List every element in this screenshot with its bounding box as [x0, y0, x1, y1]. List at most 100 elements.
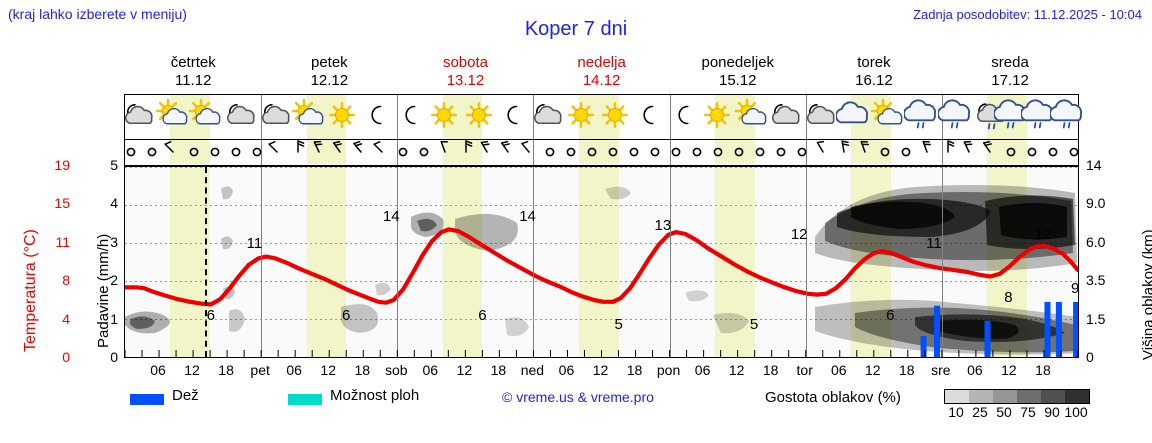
wind-barb	[286, 140, 310, 164]
day-name: sreda	[991, 54, 1029, 71]
location-hint: (kraj lahko izberete v meniju)	[8, 6, 187, 22]
wind-barb	[454, 140, 478, 164]
wind-barb	[811, 140, 835, 164]
day-separator	[397, 167, 399, 357]
weather-icon-moon	[495, 95, 529, 139]
wind-barb	[538, 140, 562, 164]
day-separator	[669, 140, 671, 165]
weather-icon-moon-cloud	[222, 95, 256, 139]
current-time-marker	[204, 167, 207, 357]
wind-barb	[203, 140, 227, 164]
wind-barb	[769, 140, 793, 164]
weather-icon-band	[124, 94, 1082, 140]
time-tick: ned	[520, 362, 545, 378]
wind-barb	[224, 140, 248, 164]
wind-barb	[433, 140, 457, 164]
wind-barb	[706, 140, 730, 164]
gridline	[125, 243, 1078, 244]
day-header-2: petek 12.12	[261, 54, 397, 90]
precipitation-tick: 1	[110, 310, 118, 327]
weather-icon-cloud-rain	[1049, 95, 1084, 139]
rain-legend-label: Dež	[172, 387, 199, 404]
temperature-value-label: 6	[341, 306, 351, 324]
wind-barb	[727, 140, 751, 164]
time-tick: 06	[558, 362, 575, 378]
time-tick: 18	[762, 362, 779, 378]
time-tick: 18	[354, 362, 371, 378]
cloud-height-tick: 9.0	[1086, 195, 1106, 212]
weather-icon-moon-cloud	[767, 95, 801, 139]
day-separator	[397, 140, 399, 165]
cloud-density-swatch	[1041, 390, 1065, 403]
daytime-band	[578, 140, 619, 164]
wind-barb	[832, 140, 856, 164]
wind-barb	[328, 140, 352, 164]
cloud-height-tick: 0	[1086, 349, 1094, 365]
wind-barb	[182, 140, 206, 164]
time-tick: 06	[422, 362, 439, 378]
cloud-density-swatch	[1017, 390, 1041, 403]
precipitation-axis-title: Padavine (mm/h)	[95, 233, 112, 348]
cloud-height-tick: 1.5	[1086, 310, 1106, 327]
wind-barb	[915, 140, 939, 164]
cloud-density-swatch	[993, 390, 1017, 403]
day-date: 15.12	[718, 72, 757, 89]
wind-barb	[957, 140, 981, 164]
cloud-density-tick: 90	[1044, 404, 1060, 420]
day-name: petek	[310, 54, 348, 71]
weather-icon-sun-cloud	[291, 95, 325, 139]
time-tick: 06	[694, 362, 711, 378]
time-tick: 18	[626, 362, 643, 378]
cloud-density-tick: 75	[1020, 404, 1036, 420]
weather-icon-moon-cloud	[120, 95, 154, 139]
temperature-tick: 15	[54, 195, 70, 212]
day-separator	[805, 167, 807, 357]
wind-barb	[245, 140, 269, 164]
time-tick: 06	[150, 362, 166, 378]
precipitation-tick: 5	[110, 157, 118, 173]
temperature-tick: 19	[54, 157, 70, 173]
day-header-5: ponedeljek 15.12	[670, 54, 806, 90]
temperature-value-label: 8	[1004, 288, 1013, 306]
wind-barb	[580, 140, 604, 164]
day-separator	[261, 167, 263, 357]
weather-icon-cloud-rain	[903, 95, 938, 139]
time-tick: pet	[250, 362, 270, 378]
cloud-density-swatch	[945, 390, 969, 403]
weather-icon-moon-cloud	[257, 95, 291, 139]
gridline	[125, 357, 1078, 358]
daytime-band	[306, 167, 347, 357]
day-name: sobota	[442, 54, 488, 71]
copyright-link[interactable]: © vreme.us & vreme.pro	[502, 389, 654, 405]
temperature-value-label: 6	[886, 306, 895, 324]
day-separator	[805, 95, 807, 139]
day-separator	[941, 140, 943, 165]
time-tick: 12	[184, 362, 200, 378]
time-tick: 06	[830, 362, 847, 378]
time-tick: 18	[218, 362, 234, 378]
temperature-value-label: 14	[382, 208, 400, 226]
page-title: Koper 7 dni	[524, 18, 628, 40]
daytime-band	[851, 167, 891, 357]
cloud-density-tick: 25	[972, 404, 988, 420]
weather-icon-moon	[631, 95, 665, 139]
wind-barb	[853, 140, 877, 164]
day-separator	[533, 140, 535, 165]
cloud-density-tick: 10	[948, 404, 964, 420]
wind-barb	[265, 140, 289, 164]
weather-icon-moon-cloud	[802, 95, 836, 139]
wind-barb-band	[124, 140, 1079, 166]
wind-barb	[559, 140, 583, 164]
wind-barb	[349, 140, 373, 164]
day-name: nedelja	[577, 54, 626, 71]
day-header-row: četrtek 11.12 petek 12.12 sobota 13.12 nedelja…	[124, 54, 1079, 90]
wind-barb	[119, 140, 143, 164]
rain-legend-swatch	[130, 394, 164, 405]
wind-barb	[936, 140, 960, 164]
precipitation-tick: 0	[110, 349, 118, 365]
cloud-height-tick: 14	[1086, 157, 1102, 173]
wind-barb	[790, 140, 814, 164]
chart-canvas	[125, 185, 1078, 357]
daytime-band	[714, 167, 755, 357]
